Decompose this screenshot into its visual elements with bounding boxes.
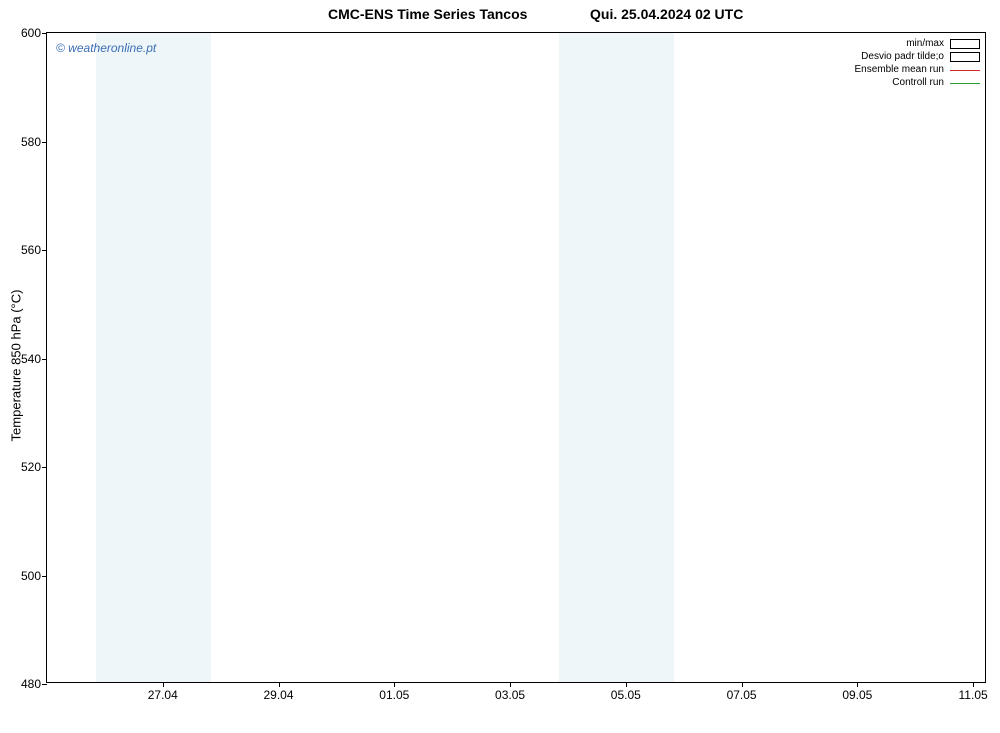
legend-swatch	[950, 78, 980, 88]
chart-title-right: Qui. 25.04.2024 02 UTC	[590, 6, 743, 22]
legend-label: Desvio padr tilde;o	[861, 51, 950, 62]
legend-item: Controll run	[855, 76, 981, 89]
legend-label: min/max	[906, 38, 950, 49]
y-tick-mark	[42, 359, 47, 360]
y-tick-mark	[42, 142, 47, 143]
weekend-band	[559, 33, 675, 682]
y-tick-mark	[42, 684, 47, 685]
x-tick-mark	[510, 682, 511, 687]
legend-item: Ensemble mean run	[855, 63, 981, 76]
y-tick-mark	[42, 33, 47, 34]
chart-container: CMC-ENS Time Series Tancos Qui. 25.04.20…	[0, 0, 1000, 733]
legend-label: Controll run	[892, 77, 950, 88]
x-tick-mark	[857, 682, 858, 687]
legend-swatch	[950, 52, 980, 62]
y-axis-label: Temperature 850 hPa (°C)	[9, 289, 24, 441]
watermark: © weatheronline.pt	[56, 41, 156, 55]
legend-swatch	[950, 39, 980, 49]
y-tick-mark	[42, 250, 47, 251]
legend-item: min/max	[855, 37, 981, 50]
x-tick-mark	[742, 682, 743, 687]
legend-label: Ensemble mean run	[855, 64, 951, 75]
x-tick-mark	[394, 682, 395, 687]
legend-item: Desvio padr tilde;o	[855, 50, 981, 63]
x-tick-mark	[973, 682, 974, 687]
chart-title-left: CMC-ENS Time Series Tancos	[328, 6, 527, 22]
x-tick-mark	[163, 682, 164, 687]
x-tick-mark	[279, 682, 280, 687]
y-tick-mark	[42, 576, 47, 577]
legend-swatch	[950, 65, 980, 75]
plot-area: © weatheronline.pt min/max Desvio padr ti…	[46, 32, 986, 683]
legend: min/max Desvio padr tilde;o Ensemble mean …	[855, 37, 981, 89]
weekend-band	[96, 33, 212, 682]
x-tick-mark	[626, 682, 627, 687]
y-tick-mark	[42, 467, 47, 468]
